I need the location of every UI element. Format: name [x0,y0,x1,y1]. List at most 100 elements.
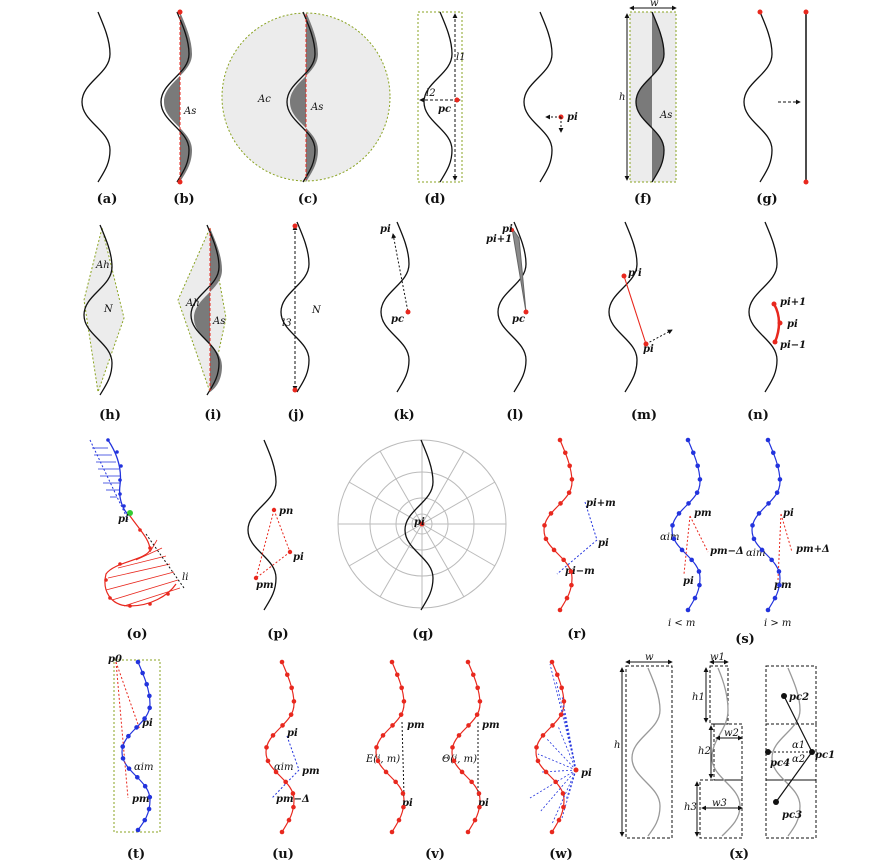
label-h3: h3 [684,802,697,813]
endpoint [292,223,298,229]
line-li [145,533,185,589]
label-pc2: pc2 [789,692,809,703]
panel-p: pn pi pm [247,439,304,611]
point-pc3 [773,799,779,805]
caption-h: (h) [99,408,121,423]
point-pc1 [809,749,815,755]
label-w: w [645,652,654,663]
sample-point [401,699,407,704]
sample-point [469,779,474,785]
sample-point [120,744,126,749]
label-pi1: pi+1 [486,234,512,245]
label-pi: pi [783,508,794,519]
label-h: h [614,740,620,751]
sample-point [535,758,541,764]
sample-point [290,791,296,796]
curve-red [104,515,177,607]
label-pc: pc [391,314,404,325]
line-pimm [556,539,598,575]
sample-point [279,829,285,835]
panel-m: p'i pi [608,221,673,393]
sample-point [558,712,564,717]
curve [523,11,553,183]
curve-blue [107,439,131,517]
point-pi [643,341,649,347]
segment [623,275,647,345]
caption-p: (p) [267,627,288,642]
caption-b: (b) [173,192,194,207]
line-p0-pm [115,661,129,799]
point-pi1 [771,301,777,307]
sample-point [383,769,389,775]
point-pc [523,309,529,315]
curve [543,439,573,611]
label-pc1: pc1 [815,750,835,761]
sample-point [686,501,691,506]
label-pi1: pi+1 [780,297,806,308]
sample-point [291,804,296,810]
sample-point [542,523,547,528]
label-pip: p'i [628,268,642,279]
points-v-left [374,659,407,835]
label-pi: pi [502,224,513,235]
label-pi: pi [414,517,425,528]
label-l3: l3 [282,318,292,329]
panel-f: w h As [619,0,677,183]
label-as: As [183,106,196,117]
panel-k: pi pc [380,221,411,393]
sample-point [549,829,555,835]
sample-point [398,712,404,717]
endpoint [803,179,809,185]
label-pc4: pc4 [770,758,790,769]
label-alpha: αim [274,762,293,773]
sample-point [543,769,549,775]
sample-point [396,817,402,823]
line-p0-pi [115,661,141,731]
label-pim: pi+m [586,498,616,509]
panel-s-left: pm αim pm−Δ pi i < m [660,437,744,629]
sample-point [543,536,549,542]
curve [608,221,638,393]
label-li: li [182,572,188,583]
label-pi: pi [142,718,153,729]
line-pm-pi [683,515,691,575]
panel-x: w h w1 h1 w2 h2 w3 h3 pc2 pc4 pc1 pc3 [614,652,835,839]
label-pi: pi [643,344,654,355]
sample-point [134,774,140,780]
sample-point [374,745,379,750]
curve [380,221,410,393]
label-as: As [212,316,225,327]
sample-point [147,705,152,711]
sample-point [765,607,771,613]
tangent-line [89,439,129,521]
point-pn [271,507,277,513]
label-pm: pm [482,720,500,731]
label-w1: w1 [710,652,725,663]
sample-point [775,463,780,469]
sample-point [286,817,292,823]
tangent-arrow [645,329,673,345]
points-s-right [750,437,783,613]
label-alpha: αim [134,762,153,773]
line-pim [584,501,598,541]
line-pn-pi [273,509,291,553]
sample-point [147,693,152,699]
line-pm-pmd [689,515,709,553]
label-a2: α2 [792,754,805,765]
label-i-gt-m: i > m [764,618,791,629]
sample-point [769,557,774,563]
sample-point [140,670,145,676]
label-pm: pm [302,766,320,777]
label-pi: pi [478,798,489,809]
label-pi: pi [567,112,578,123]
points-r [542,437,575,613]
sample-point [477,699,483,704]
curve [751,439,781,611]
line-pi-pmd [780,513,793,553]
label-n: N [103,304,114,315]
box-1 [709,665,729,725]
label-l1: l1 [456,52,466,63]
label-pi: pi [683,576,694,587]
sample-point [273,769,279,775]
